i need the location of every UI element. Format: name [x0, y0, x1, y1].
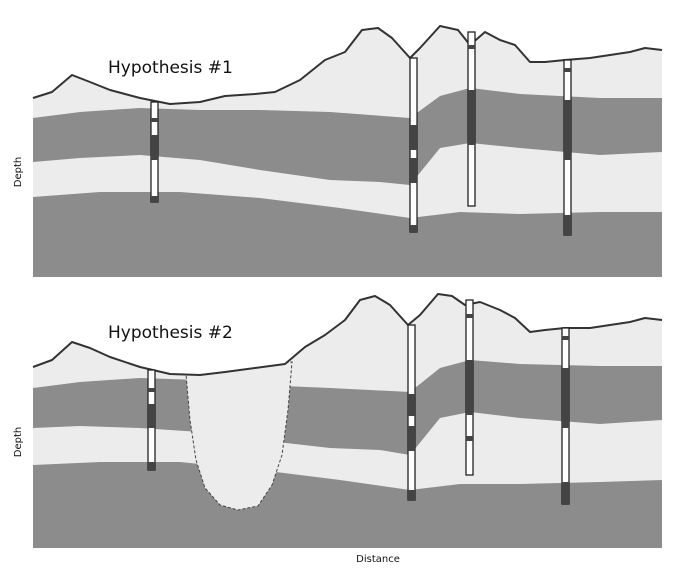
panel-hypothesis-1: Hypothesis #1 Depth — [13, 25, 663, 277]
well-2 — [407, 324, 416, 501]
well-4 — [561, 327, 570, 505]
y-axis-label: Depth — [13, 157, 24, 187]
well-3 — [465, 299, 474, 476]
y-axis-label: Depth — [13, 427, 24, 457]
well-4 — [563, 59, 572, 236]
panel-hypothesis-2: Hypothesis #2 Depth — [13, 293, 663, 548]
well-1 — [147, 369, 156, 471]
x-axis-label: Distance — [356, 554, 400, 565]
panel-title: Hypothesis #2 — [108, 323, 233, 343]
lower-dark-layer — [33, 192, 662, 277]
channel-fill-body — [185, 361, 293, 511]
well-2 — [409, 57, 418, 233]
surface-profile-line — [32, 293, 663, 376]
panel-title: Hypothesis #1 — [108, 58, 233, 78]
surface-profile-line — [32, 25, 663, 105]
well-1 — [150, 101, 159, 203]
lower-dark-layer — [33, 462, 662, 548]
well-3 — [467, 31, 476, 207]
upper-dark-layer — [33, 88, 662, 185]
cropped-header-fragment — [0, 0, 690, 12]
